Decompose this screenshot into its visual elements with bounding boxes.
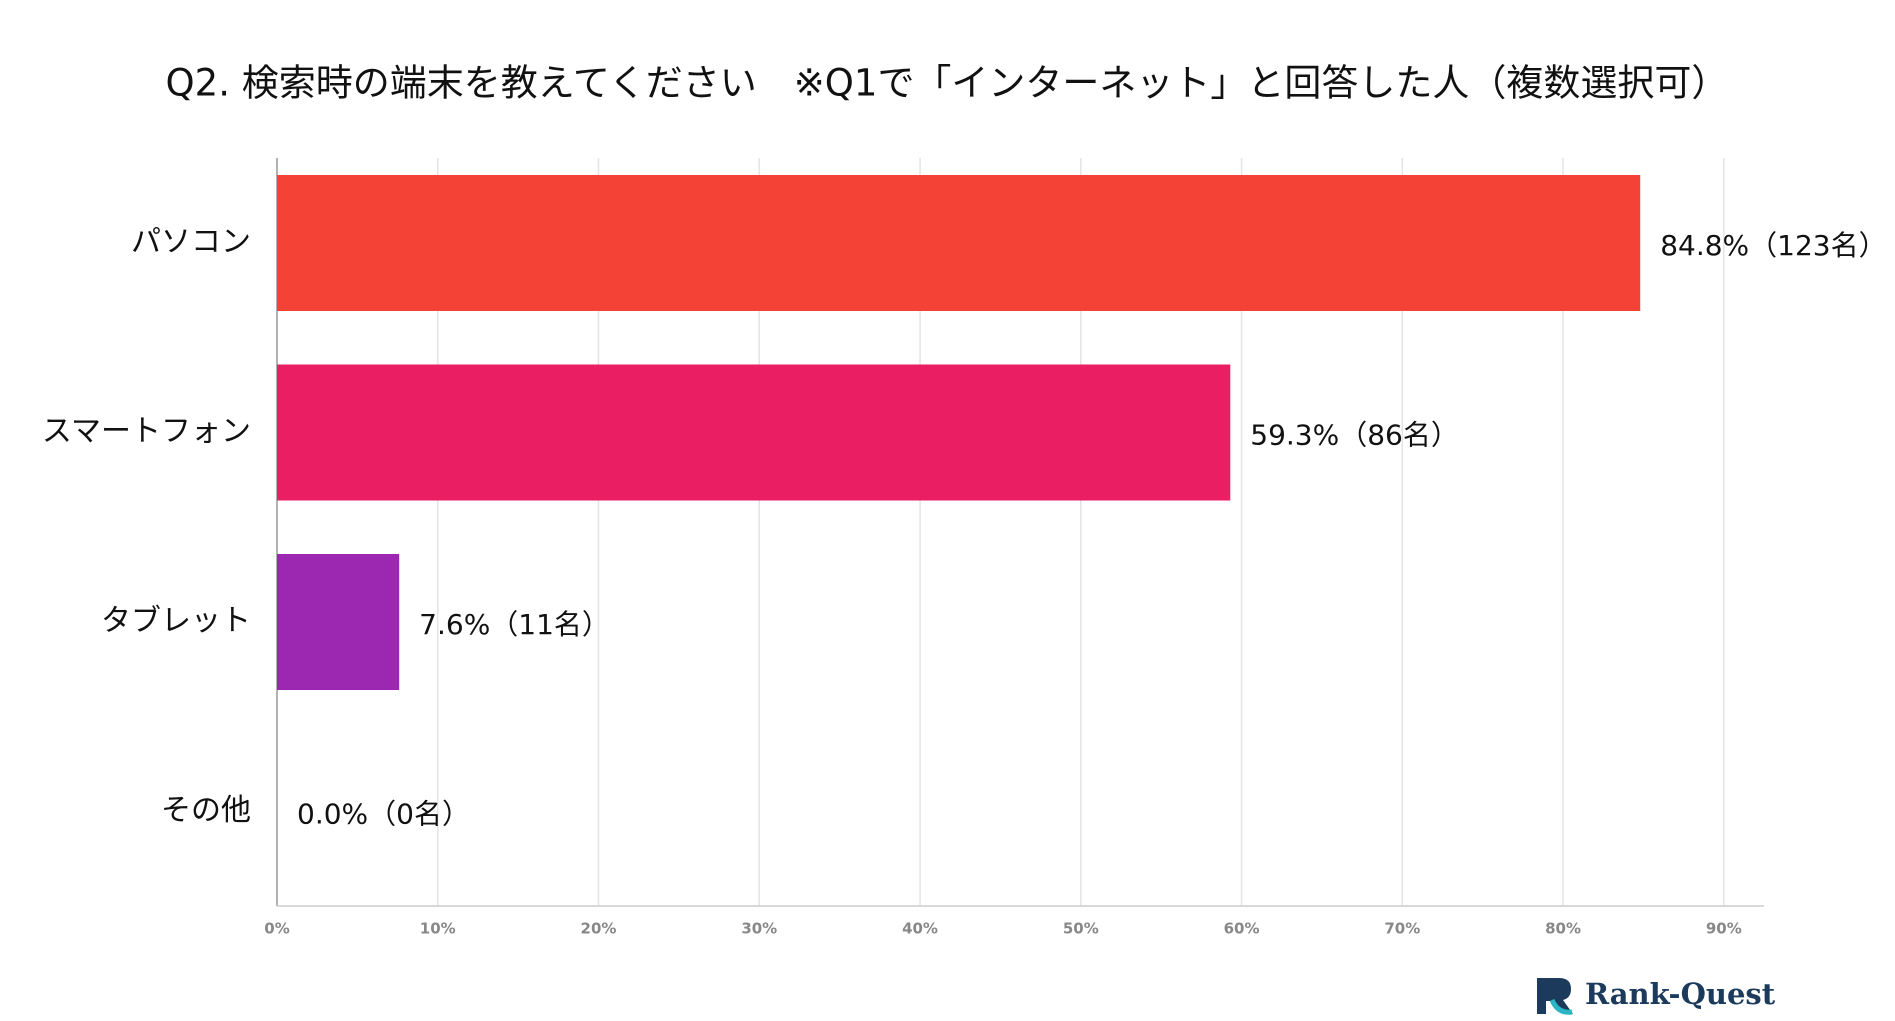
value-label: 0.0%（0名） bbox=[297, 798, 470, 831]
bar bbox=[277, 554, 400, 690]
value-label: 7.6%（11名） bbox=[419, 608, 610, 641]
x-tick-label: 40% bbox=[902, 920, 938, 938]
x-tick-label: 50% bbox=[1063, 920, 1099, 938]
bar bbox=[277, 364, 1231, 501]
y-tick-label: その他 bbox=[161, 793, 251, 828]
x-tick-label: 70% bbox=[1384, 920, 1420, 938]
x-tick-label: 30% bbox=[741, 920, 777, 938]
bar bbox=[277, 175, 1641, 311]
logo-icon bbox=[1537, 978, 1573, 1014]
brand-name: Rank-Quest bbox=[1585, 977, 1776, 1011]
y-tick-label: スマートフォン bbox=[42, 414, 251, 449]
logo-swoosh bbox=[1549, 998, 1573, 1015]
y-tick-label: タブレット bbox=[101, 604, 251, 639]
brand-logo: Rank-Quest bbox=[1537, 977, 1776, 1015]
value-label: 59.3%（86名） bbox=[1250, 419, 1459, 452]
x-tick-label: 60% bbox=[1224, 920, 1260, 938]
y-tick-label: パソコン bbox=[131, 225, 251, 260]
value-label: 84.8%（123名） bbox=[1660, 229, 1886, 262]
x-tick-label: 90% bbox=[1706, 920, 1742, 938]
chart-title: Q2. 検索時の端末を教えてください ※Q1で「インターネット」と回答した人（複… bbox=[166, 62, 1729, 105]
x-tick-label: 0% bbox=[264, 920, 289, 938]
x-tick-label: 80% bbox=[1545, 920, 1581, 938]
x-tick-label: 20% bbox=[581, 920, 617, 938]
x-tick-label: 10% bbox=[420, 920, 456, 938]
